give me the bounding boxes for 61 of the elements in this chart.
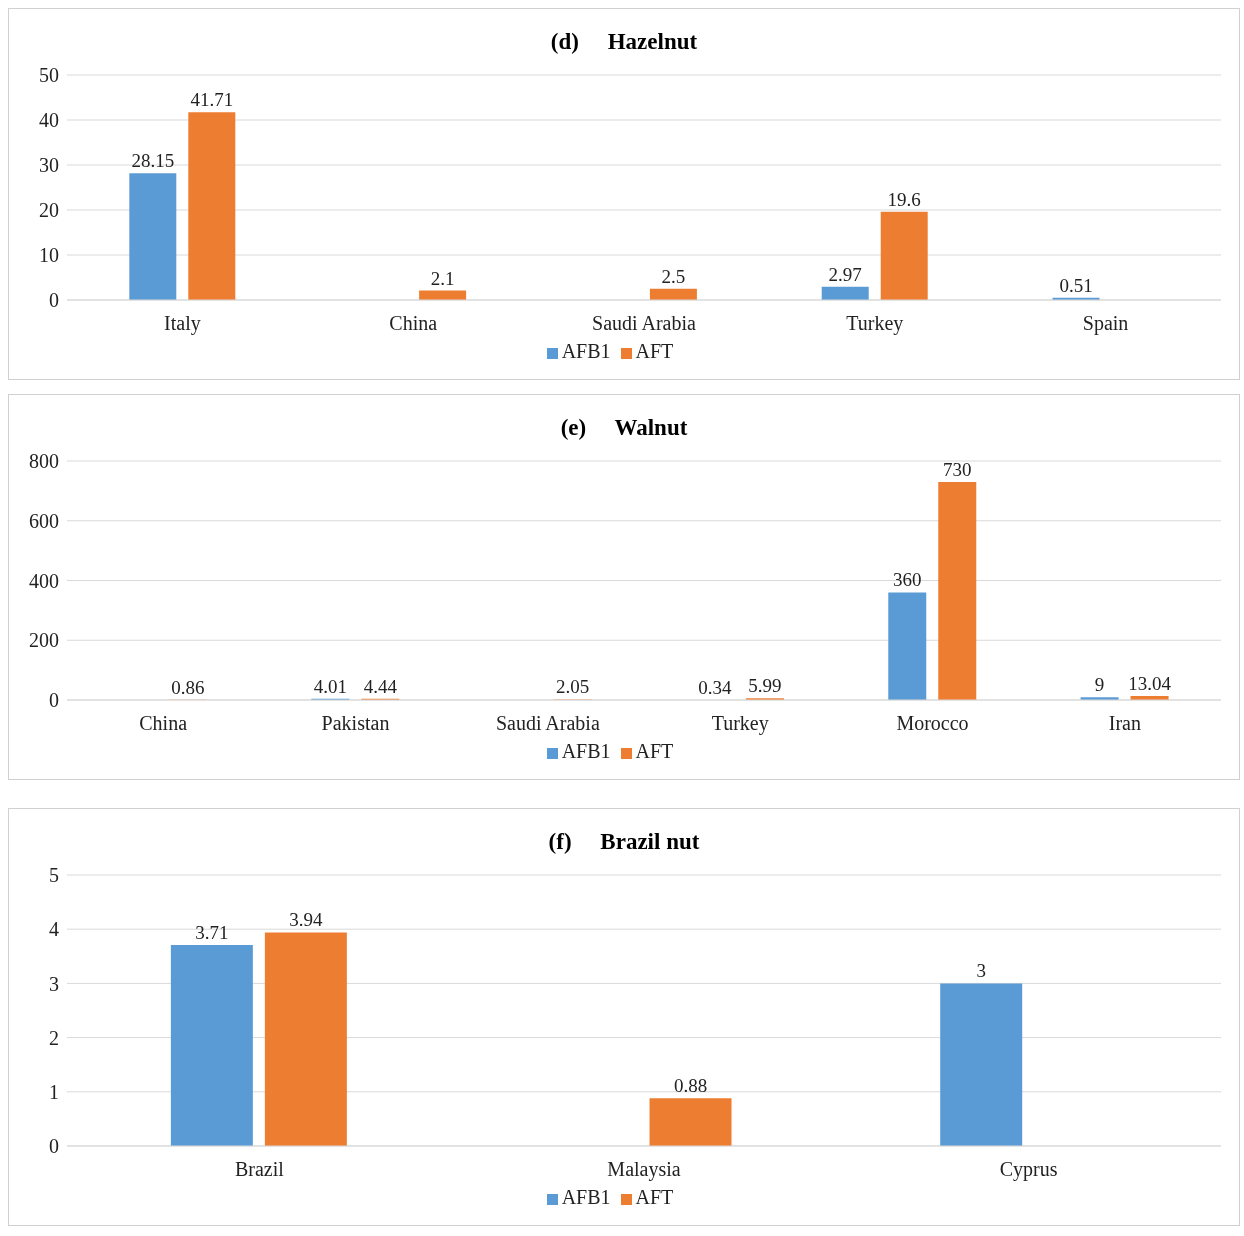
x-tick-label: Malaysia [607,1158,681,1182]
y-tick-label: 30 [39,154,59,177]
y-tick-label: 20 [39,199,59,222]
x-tick-label: Italy [164,312,201,336]
legend-label: AFT [635,1186,674,1208]
x-tick-label: Spain [1082,312,1129,336]
y-tick-label: 200 [29,629,59,652]
chart-title: (d) Hazelnut [549,29,699,55]
x-tick-label: Saudi Arabia [495,712,600,735]
y-tick-label: 3 [49,972,59,995]
chart-title: (e) Walnut [559,415,689,441]
y-tick-label: 4 [49,918,59,941]
data-label: 9 [1094,674,1105,696]
data-label: 13.04 [1128,673,1172,695]
data-label: 2.05 [555,676,590,698]
x-tick-label: China [389,312,438,335]
legend-label: AFT [635,740,674,762]
y-tick-label: 1 [49,1080,59,1103]
data-label: 5.99 [748,675,782,697]
data-label: 0.51 [1059,274,1093,296]
data-label: 0.34 [698,676,733,698]
y-tick-label: 0 [49,289,59,312]
x-tick-label: Saudi Arabia [592,312,697,335]
data-label: 2.1 [430,267,455,289]
data-label: 730 [943,458,972,480]
data-label: 2.5 [661,265,686,287]
data-label: 2.97 [828,263,862,285]
data-label: 0.86 [171,676,205,698]
data-label: 0.88 [673,1075,708,1097]
data-label: 360 [893,569,922,591]
y-tick-label: 5 [49,864,59,887]
y-tick-label: 50 [39,64,59,87]
x-tick-label: Pakistan [321,712,390,735]
x-tick-label: China [139,712,188,735]
y-tick-label: 0 [49,1135,59,1158]
y-tick-label: 800 [29,450,59,473]
legend-label: AFB1 [561,740,611,762]
data-label: 41.71 [190,89,234,111]
x-tick-label: Cyprus [999,1158,1058,1182]
chart-title: (f) Brazil nut [547,829,701,855]
legend-label: AFB1 [561,1186,611,1208]
y-tick-label: 2 [49,1026,59,1049]
y-tick-label: 400 [29,569,59,592]
data-label: 4.44 [363,675,398,697]
y-tick-label: 0 [49,689,59,712]
data-label: 4.01 [313,675,347,697]
data-label: 28.15 [131,150,175,172]
data-label: 19.6 [887,188,921,210]
x-tick-label: Turkey [846,312,904,336]
legend-label: AFB1 [561,340,611,362]
y-tick-label: 40 [39,109,59,132]
data-label: 3.71 [195,921,229,943]
x-tick-label: Brazil [234,1158,285,1181]
legend-label: AFT [635,340,674,362]
x-tick-label: Morocco [896,712,969,735]
x-tick-label: Turkey [711,712,769,736]
x-tick-label: Iran [1108,712,1141,735]
y-tick-label: 600 [29,509,59,532]
data-label: 3.94 [289,909,323,931]
data-label: 3 [976,960,986,982]
y-tick-label: 10 [39,244,59,267]
